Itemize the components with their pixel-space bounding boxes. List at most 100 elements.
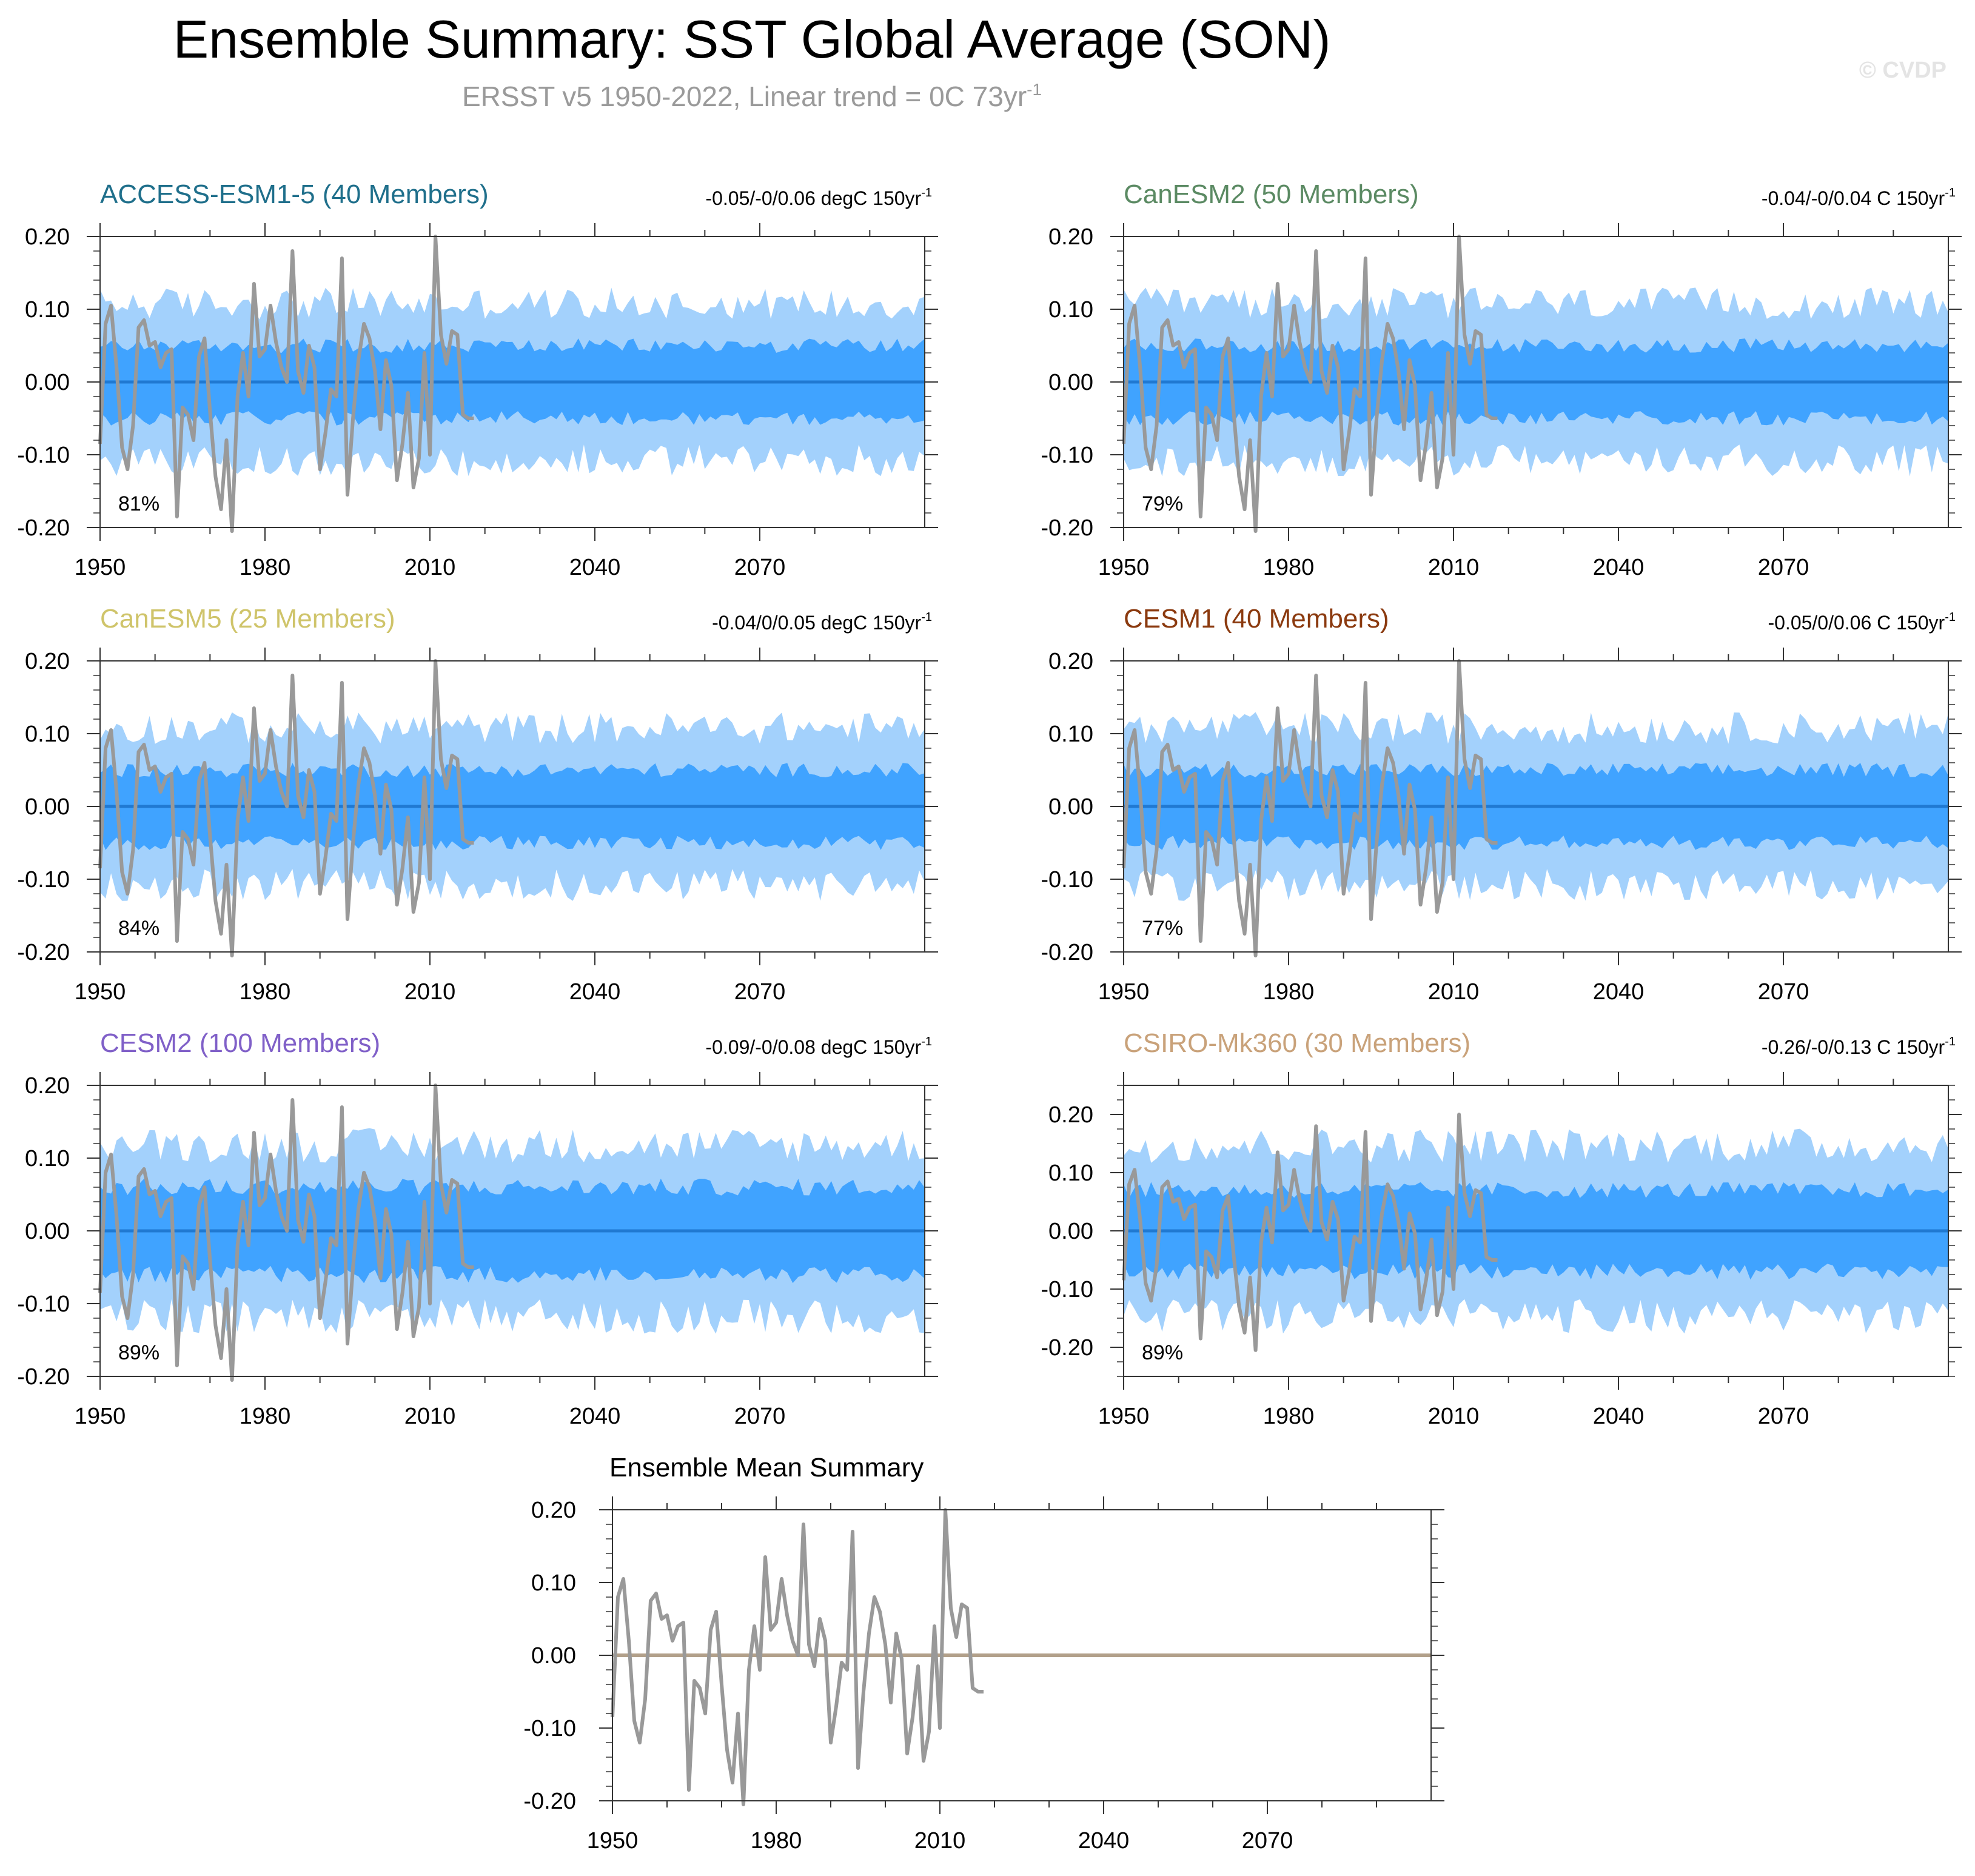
y-tick-label: 0.00: [1048, 1219, 1093, 1244]
panel-trend-value: -0.05/-0/0.06 degC 150yr: [705, 187, 921, 209]
y-tick-label: -0.10: [17, 443, 70, 468]
summary-panel: 1950 1980 2010 2040 2070 0.20 0.10 0.00 -0.10 -0.…: [523, 1453, 1444, 1854]
panel-title: CanESM2 (50 Members): [1124, 179, 1419, 209]
panel-trend-value: -0.26/-0/0.13 C 150yr: [1762, 1036, 1945, 1058]
panel-6: 1950 1980 2010 2040 2070 0.20 0.10 0.00 -0.10 -0.…: [1041, 1028, 1962, 1429]
panel-trend-superscript: -1: [921, 611, 932, 624]
summary-y-tick-label: 0.20: [531, 1498, 576, 1523]
panel-trend-superscript: -1: [1945, 1035, 1956, 1048]
observations-line: [1122, 235, 1498, 533]
x-tick-label: 2070: [1758, 555, 1809, 580]
y-tick-label: 0.10: [25, 297, 70, 323]
panel-percent-label: 84%: [118, 917, 159, 940]
panel-trend-value: -0.05/0/0.06 C 150yr: [1768, 612, 1945, 634]
y-tick-label: -0.10: [17, 867, 70, 893]
panel-trend-label: -0.09/-0/0.08 degC 150yr-1: [705, 1035, 932, 1058]
x-tick-label: 2070: [734, 1404, 786, 1429]
x-tick-label: 2070: [734, 555, 786, 580]
panel-trend-label: -0.05/0/0.06 C 150yr-1: [1768, 611, 1956, 634]
x-tick-label: 2010: [404, 979, 456, 1005]
summary-y-tick-label: 0.10: [531, 1570, 576, 1596]
y-tick-label: 0.10: [1048, 1161, 1093, 1186]
panel-trend-superscript: -1: [921, 186, 932, 199]
summary-panel-title: Ensemble Mean Summary: [609, 1453, 924, 1482]
figure-title: Ensemble Summary: SST Global Average (SO…: [173, 9, 1330, 69]
y-tick-label: 0.20: [1048, 1102, 1093, 1128]
x-tick-label: 2070: [1758, 979, 1809, 1005]
x-tick-label: 1980: [1263, 555, 1315, 580]
observations-line: [98, 235, 474, 533]
figure-subtitle-main: ERSST v5 1950-2022, Linear trend = 0C 73…: [462, 81, 1027, 112]
y-tick-label: -0.20: [1041, 1335, 1093, 1361]
y-tick-label: -0.20: [17, 940, 70, 965]
y-tick-label: 0.00: [25, 794, 70, 820]
x-tick-label: 1950: [75, 979, 126, 1005]
y-tick-label: -0.20: [17, 515, 70, 541]
y-tick-label: 0.20: [1048, 649, 1093, 674]
panels-group: 1950 1980 2010 2040 2070 0.20 0.10 0.00 -0.10 -0.…: [17, 179, 1962, 1854]
panel-trend-label: -0.05/-0/0.06 degC 150yr-1: [705, 186, 932, 209]
y-tick-label: -0.10: [1041, 1277, 1093, 1302]
x-tick-label: 2040: [569, 555, 621, 580]
x-tick-label: 1950: [1098, 555, 1150, 580]
x-tick-label: 2040: [1593, 555, 1645, 580]
x-tick-label: 2040: [1593, 979, 1645, 1005]
panel-trend-superscript: -1: [921, 1035, 932, 1048]
figure-subtitle-superscript: -1: [1027, 80, 1042, 99]
panel-trend-label: -0.26/-0/0.13 C 150yr-1: [1762, 1035, 1956, 1058]
y-tick-label: -0.20: [1041, 515, 1093, 541]
y-tick-label: -0.10: [1041, 443, 1093, 468]
y-tick-label: 0.10: [1048, 297, 1093, 323]
panel-trend-value: -0.04/-0/0.04 C 150yr: [1762, 187, 1945, 209]
y-tick-label: 0.00: [25, 1219, 70, 1244]
y-tick-label: 0.00: [1048, 794, 1093, 820]
x-tick-label: 1980: [240, 555, 291, 580]
y-tick-label: 0.20: [25, 1073, 70, 1099]
panel-trend-label: -0.04/0/0.05 degC 150yr-1: [712, 611, 932, 634]
x-tick-label: 1980: [1263, 979, 1315, 1005]
observations-line: [1122, 1113, 1498, 1352]
panel-3: 1950 1980 2010 2040 2070 0.20 0.10 0.00 -0.10 -0.…: [17, 604, 938, 1005]
y-tick-label: 0.00: [1048, 370, 1093, 395]
y-tick-label: -0.10: [1041, 867, 1093, 893]
summary-observations-line: [611, 1508, 984, 1806]
x-tick-label: 2010: [1428, 979, 1480, 1005]
x-tick-label: 1950: [75, 555, 126, 580]
panel-4: 1950 1980 2010 2040 2070 0.20 0.10 0.00 -0.10 -0.…: [1041, 604, 1962, 1005]
summary-y-tick-label: 0.00: [531, 1643, 576, 1669]
y-tick-label: 0.20: [1048, 224, 1093, 250]
panel-trend-value: -0.04/0/0.05 degC 150yr: [712, 612, 921, 634]
watermark: © CVDP: [1859, 58, 1946, 83]
panel-trend-value: -0.09/-0/0.08 degC 150yr: [705, 1036, 921, 1058]
x-tick-label: 1980: [1263, 1404, 1315, 1429]
panel-percent-label: 81%: [118, 492, 159, 515]
y-tick-label: -0.20: [1041, 940, 1093, 965]
figure-subtitle: ERSST v5 1950-2022, Linear trend = 0C 73…: [462, 80, 1042, 112]
panel-percent-label: 89%: [118, 1341, 159, 1364]
y-tick-label: 0.20: [25, 224, 70, 250]
summary-x-tick-label: 2010: [914, 1828, 966, 1854]
summary-y-tick-label: -0.10: [523, 1716, 576, 1741]
panel-trend-superscript: -1: [1945, 611, 1956, 624]
observations-line: [98, 659, 474, 957]
panel-percent-label: 89%: [1142, 1341, 1183, 1364]
summary-y-tick-label: -0.20: [523, 1789, 576, 1814]
x-tick-label: 2010: [1428, 1404, 1480, 1429]
y-tick-label: 0.10: [25, 1146, 70, 1171]
panel-percent-label: 79%: [1142, 492, 1183, 515]
summary-x-tick-label: 1980: [751, 1828, 802, 1854]
observations-line: [1122, 659, 1498, 957]
y-tick-label: -0.10: [17, 1291, 70, 1317]
summary-x-tick-label: 2040: [1078, 1828, 1130, 1854]
panel-title: CSIRO-Mk360 (30 Members): [1124, 1028, 1470, 1058]
panel-title: CanESM5 (25 Members): [100, 604, 395, 634]
y-tick-label: 0.10: [1048, 722, 1093, 747]
summary-x-tick-label: 1950: [587, 1828, 639, 1854]
panel-title: ACCESS-ESM1-5 (40 Members): [100, 179, 489, 209]
panel-2: 1950 1980 2010 2040 2070 0.20 0.10 0.00 -0.10 -0.…: [1041, 179, 1962, 580]
panel-title: CESM1 (40 Members): [1124, 604, 1389, 634]
x-tick-label: 2070: [1758, 1404, 1809, 1429]
y-tick-label: -0.20: [17, 1364, 70, 1390]
summary-x-tick-label: 2070: [1242, 1828, 1293, 1854]
